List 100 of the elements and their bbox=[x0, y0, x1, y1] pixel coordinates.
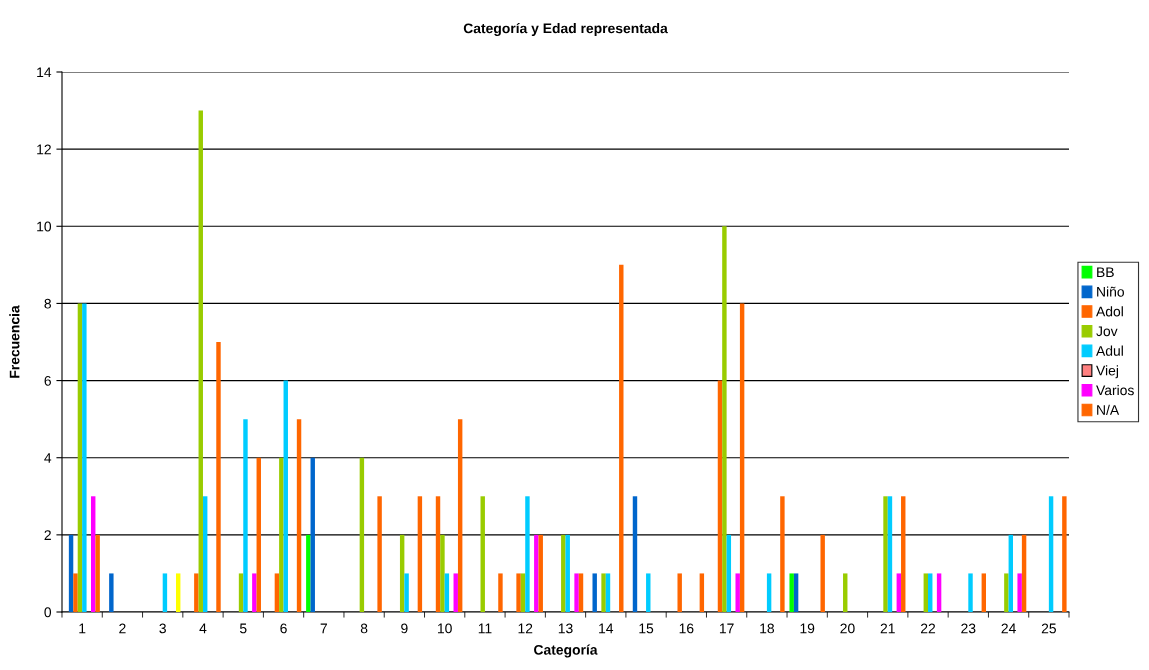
x-tick-label: 1 bbox=[79, 623, 86, 634]
bar bbox=[306, 534, 311, 612]
bar bbox=[296, 419, 302, 612]
y-tick-label: 12 bbox=[37, 144, 51, 155]
x-tick-label: 24 bbox=[1001, 623, 1016, 634]
x-axis-title: Categoría bbox=[534, 644, 598, 658]
bar bbox=[498, 573, 503, 612]
bar bbox=[677, 573, 682, 612]
x-tick-label: 7 bbox=[320, 623, 327, 634]
bar bbox=[1048, 496, 1054, 612]
bar bbox=[68, 534, 74, 612]
bar bbox=[923, 573, 929, 612]
bar bbox=[928, 573, 933, 612]
bar bbox=[780, 496, 785, 612]
bar bbox=[1008, 534, 1014, 612]
y-tick-label: 2 bbox=[44, 530, 51, 540]
x-tick-label: 18 bbox=[760, 623, 775, 634]
x-tick-label: 14 bbox=[599, 623, 614, 634]
bar bbox=[538, 534, 543, 612]
y-tick-label: 8 bbox=[44, 298, 51, 309]
bar bbox=[843, 573, 848, 612]
bar bbox=[699, 573, 705, 612]
bar bbox=[310, 457, 315, 612]
x-tick-label: 5 bbox=[239, 623, 247, 634]
bar bbox=[1004, 573, 1009, 612]
x-tick-label: 13 bbox=[558, 623, 573, 634]
y-tick-label: 10 bbox=[37, 221, 52, 232]
bar bbox=[175, 573, 181, 612]
bar bbox=[444, 573, 450, 612]
bar bbox=[726, 534, 732, 612]
bar bbox=[91, 496, 96, 612]
bar bbox=[77, 303, 83, 612]
bar bbox=[216, 342, 221, 612]
x-tick-label: 3 bbox=[159, 623, 166, 634]
bar bbox=[399, 534, 405, 612]
bar bbox=[578, 573, 584, 612]
x-tick-label: 10 bbox=[438, 623, 452, 634]
bar bbox=[440, 534, 445, 612]
x-tick-label: 12 bbox=[518, 623, 533, 634]
bar bbox=[520, 573, 526, 612]
bar bbox=[274, 573, 280, 612]
bar bbox=[1062, 496, 1067, 612]
legend-label: Adol bbox=[1096, 306, 1123, 317]
bar bbox=[279, 457, 284, 612]
legend-label: Varios bbox=[1096, 384, 1134, 396]
x-tick-label: 21 bbox=[880, 623, 895, 634]
bar bbox=[480, 496, 485, 612]
bar bbox=[565, 534, 570, 612]
bar bbox=[198, 110, 203, 612]
bar bbox=[435, 496, 441, 612]
legend-label: BB bbox=[1097, 267, 1114, 277]
x-tick-label: 4 bbox=[199, 623, 207, 634]
bar bbox=[534, 534, 539, 612]
bar bbox=[789, 573, 794, 612]
bar bbox=[1021, 534, 1027, 612]
x-tick-label: 25 bbox=[1041, 623, 1056, 634]
x-tick-label: 11 bbox=[478, 623, 492, 634]
x-tick-label: 6 bbox=[280, 623, 287, 634]
legend-label: N/A bbox=[1097, 404, 1120, 415]
bar bbox=[574, 573, 579, 612]
x-tick-label: 22 bbox=[921, 623, 936, 634]
bar bbox=[194, 573, 199, 612]
bar bbox=[256, 457, 261, 612]
x-tick-label: 9 bbox=[401, 623, 408, 634]
y-tick-label: 14 bbox=[37, 67, 52, 78]
legend-label: Adul bbox=[1096, 345, 1123, 356]
bar bbox=[457, 419, 463, 612]
bar bbox=[404, 573, 409, 612]
bar bbox=[561, 534, 566, 612]
bar bbox=[417, 496, 423, 612]
chart-title: Categoría y Edad representada bbox=[463, 22, 668, 37]
x-tick-label: 16 bbox=[679, 623, 694, 634]
legend-label: Viej bbox=[1096, 365, 1118, 379]
bar bbox=[283, 380, 288, 612]
bar bbox=[717, 380, 723, 612]
bar bbox=[901, 496, 906, 612]
bar bbox=[516, 573, 521, 612]
bar bbox=[722, 226, 727, 612]
bar bbox=[820, 534, 825, 612]
y-tick-label: 4 bbox=[44, 453, 52, 463]
bar bbox=[1017, 573, 1022, 612]
x-tick-label: 2 bbox=[119, 623, 126, 634]
bar bbox=[883, 496, 888, 612]
bar bbox=[632, 496, 638, 612]
bar bbox=[252, 573, 257, 612]
bar bbox=[601, 573, 606, 612]
bar bbox=[766, 573, 772, 612]
y-tick-label: 0 bbox=[44, 607, 52, 618]
bar bbox=[739, 303, 745, 612]
bar bbox=[592, 573, 597, 612]
x-tick-label: 17 bbox=[719, 623, 734, 634]
bar bbox=[377, 496, 382, 612]
bar bbox=[887, 496, 893, 612]
x-tick-label: 19 bbox=[800, 623, 815, 634]
bar bbox=[359, 457, 365, 612]
x-tick-label: 20 bbox=[840, 623, 855, 634]
bar bbox=[981, 573, 987, 612]
x-tick-label: 23 bbox=[961, 623, 976, 634]
bar bbox=[936, 573, 942, 612]
bar bbox=[202, 496, 208, 612]
